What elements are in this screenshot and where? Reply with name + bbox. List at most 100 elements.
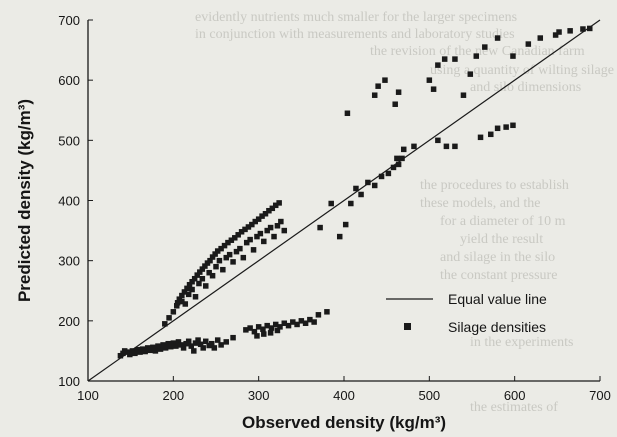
data-point	[208, 340, 215, 347]
data-point	[174, 300, 181, 306]
data-point	[254, 233, 260, 240]
data-point	[203, 283, 209, 289]
data-point	[430, 86, 437, 92]
data-point	[307, 316, 313, 323]
data-point	[165, 340, 171, 347]
data-point	[235, 232, 241, 238]
data-point	[525, 41, 532, 47]
data-point	[473, 53, 480, 59]
data-point	[261, 238, 267, 245]
data-point	[127, 351, 133, 358]
data-point	[467, 71, 474, 77]
data-point	[175, 339, 182, 345]
legend: Equal value line Silage densities	[386, 291, 547, 335]
data-point	[173, 343, 179, 349]
data-point	[178, 342, 184, 348]
x-tick-label: 300	[248, 388, 270, 403]
data-point	[189, 286, 195, 293]
data-point	[264, 227, 270, 234]
legend-label-equal-value-line: Equal value line	[448, 291, 547, 307]
data-point	[567, 28, 573, 34]
data-point	[552, 32, 559, 38]
data-point	[209, 254, 216, 260]
data-point	[240, 254, 247, 261]
data-point	[336, 233, 343, 240]
data-point	[328, 200, 334, 207]
data-point	[378, 173, 385, 180]
y-tick-label: 200	[58, 314, 80, 329]
data-point	[150, 344, 156, 351]
data-point	[245, 224, 252, 230]
data-point	[255, 216, 262, 222]
data-point	[160, 342, 166, 348]
data-point	[488, 131, 494, 138]
data-point	[441, 56, 448, 62]
y-tick-label: 700	[58, 13, 80, 28]
data-point	[209, 272, 216, 279]
data-point	[269, 205, 276, 212]
data-point	[152, 348, 159, 354]
data-point	[271, 233, 277, 240]
data-point	[223, 254, 229, 261]
data-point	[580, 26, 586, 32]
data-point	[192, 340, 199, 346]
data-point	[132, 350, 138, 357]
equal-value-line	[87, 19, 601, 382]
data-point	[510, 122, 516, 129]
x-tick-label: 500	[418, 388, 440, 403]
data-point	[395, 161, 402, 168]
data-point	[587, 25, 593, 32]
y-tick-label: 100	[58, 374, 80, 389]
data-point	[375, 83, 381, 89]
data-point	[228, 237, 235, 243]
data-point	[197, 269, 203, 275]
data-point	[251, 328, 258, 335]
data-point	[494, 125, 501, 132]
data-point	[353, 185, 359, 192]
data-point	[200, 345, 206, 351]
data-point	[281, 227, 288, 234]
data-point	[194, 272, 200, 278]
data-point	[259, 213, 265, 219]
data-point	[247, 325, 253, 331]
data-point	[221, 242, 228, 249]
data-point	[298, 318, 305, 324]
data-point	[237, 245, 243, 252]
data-point	[460, 92, 467, 98]
data-point	[197, 341, 204, 348]
data-point	[216, 257, 223, 264]
data-point	[180, 345, 187, 351]
data-point	[199, 266, 206, 272]
data-point	[302, 320, 309, 326]
data-point	[170, 340, 177, 346]
data-point	[537, 35, 544, 41]
data-point	[276, 200, 282, 206]
data-point	[157, 346, 164, 352]
data-point	[268, 325, 275, 331]
x-tick-label: 400	[333, 388, 355, 403]
data-point	[400, 146, 407, 153]
data-point	[394, 155, 400, 162]
data-points	[117, 25, 593, 359]
data-point	[443, 143, 450, 150]
data-point	[179, 292, 185, 299]
data-point	[426, 77, 433, 83]
data-point	[348, 200, 354, 207]
data-point	[503, 124, 509, 130]
data-point	[238, 229, 245, 235]
data-point	[212, 251, 218, 257]
y-tick-label: 600	[58, 73, 80, 88]
data-point	[510, 53, 516, 59]
data-point	[399, 155, 405, 162]
data-point	[207, 257, 213, 264]
data-point	[365, 179, 371, 186]
data-point	[390, 164, 397, 171]
data-point	[358, 191, 364, 198]
data-point	[452, 56, 458, 62]
data-point	[435, 62, 441, 68]
data-point	[395, 89, 402, 95]
data-point	[170, 309, 177, 315]
data-point	[188, 343, 195, 349]
data-point	[189, 278, 195, 285]
data-point	[206, 269, 212, 276]
